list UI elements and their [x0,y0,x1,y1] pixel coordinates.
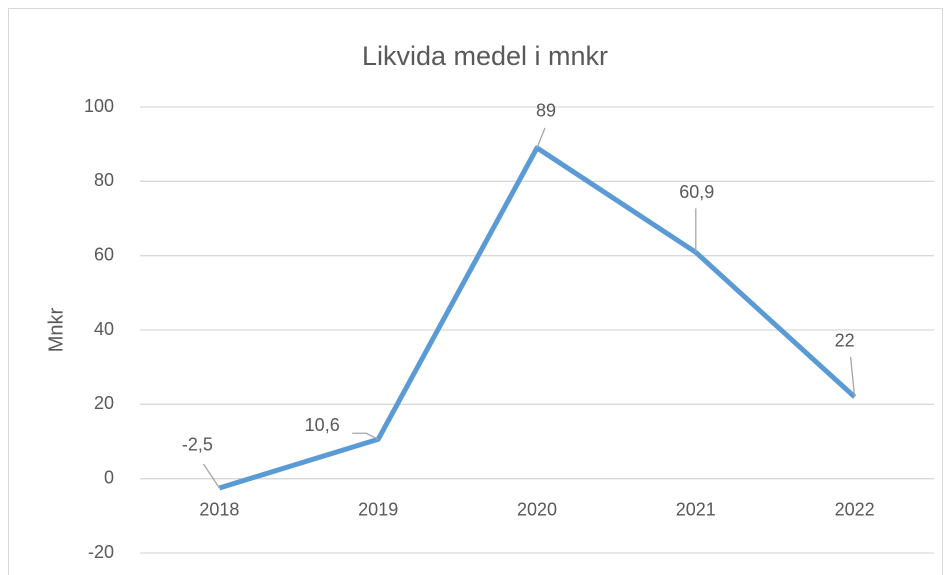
y-tick-label: 0 [104,467,114,487]
data-label: 89 [536,101,556,121]
chart-border [8,8,943,575]
y-tick-label: 20 [94,393,114,413]
y-tick-label: 100 [84,96,114,116]
leader-line [849,356,856,397]
y-tick-label: 60 [94,244,114,264]
data-label: 60,9 [679,182,714,202]
y-tick-label: 80 [94,170,114,190]
data-label: 10,6 [305,415,340,435]
data-label: -2,5 [182,435,213,455]
x-tick-label: 2022 [835,499,875,519]
y-axis-label: Mnkr [45,307,67,352]
data-label: 22 [835,331,855,351]
x-tick-label: 2020 [517,499,557,519]
y-tick-label: 40 [94,319,114,339]
x-tick-label: 2021 [676,499,716,519]
leader-line [352,432,379,440]
leader-line [202,463,220,489]
leader-line [536,127,546,149]
chart-title: Likvida medel i mnkr [362,41,608,71]
x-tick-label: 2018 [199,499,239,519]
y-tick-label: -20 [88,542,114,562]
x-tick-label: 2019 [358,499,398,519]
